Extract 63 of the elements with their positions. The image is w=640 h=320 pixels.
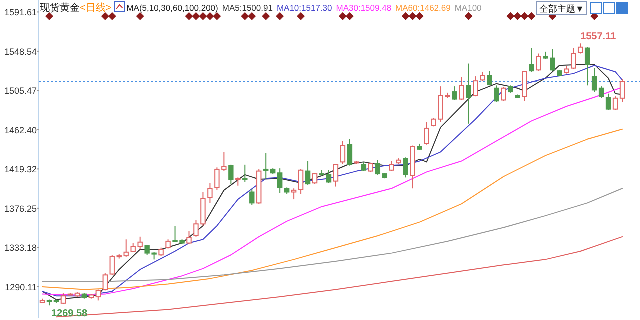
y-tick-label: 1419.32 <box>4 164 37 175</box>
candlestick <box>326 170 332 184</box>
candlestick <box>424 122 430 146</box>
candlestick <box>612 96 618 111</box>
candlestick <box>340 140 346 165</box>
y-tick-label: 1591.61 <box>4 8 37 18</box>
chart-title: 现货黄金 <box>40 2 80 14</box>
candlestick <box>312 172 318 185</box>
candlestick <box>60 292 66 305</box>
candlestick <box>110 254 115 276</box>
candlestick <box>494 85 500 103</box>
candlestick <box>459 76 464 101</box>
candlestick <box>298 168 304 195</box>
y-tick-label: 1290.11 <box>5 282 37 292</box>
candlestick <box>578 43 584 54</box>
chart-subtitle: <日线> <box>80 2 112 14</box>
y-tick-label: 1376.25 <box>4 204 37 214</box>
candlestick <box>592 68 598 93</box>
candlestick <box>606 93 612 111</box>
candlestick <box>208 182 213 204</box>
candlestick <box>124 239 129 258</box>
candlestick <box>452 86 458 101</box>
candlestick <box>250 189 255 206</box>
candlestick <box>228 164 234 185</box>
candlestick <box>264 152 269 180</box>
annotation: 1557.11 <box>580 32 617 43</box>
candlestick <box>466 63 472 124</box>
candlestick <box>620 78 626 103</box>
candlestick <box>242 164 248 183</box>
candlestick <box>487 70 492 86</box>
candlestick <box>361 162 367 172</box>
candlestick <box>277 168 283 194</box>
candlestick <box>291 188 297 200</box>
candlestick <box>166 239 171 250</box>
candlestick <box>473 76 478 98</box>
candlestick <box>305 160 311 186</box>
text: MA5:1500.91 <box>222 3 274 13</box>
text: MA60:1462.69 <box>396 3 452 13</box>
candlestick <box>347 138 353 166</box>
candlestick <box>333 164 339 188</box>
candlestick <box>536 53 542 72</box>
text: MA10:1517.30 <box>276 3 333 13</box>
button: 全部主题▼ <box>536 2 588 16</box>
candlestick <box>186 230 192 245</box>
candlestick <box>584 46 590 86</box>
text: MA100 <box>454 3 482 13</box>
y-tick-label: 1548.54 <box>4 46 37 57</box>
y-tick-label: 1505.47 <box>4 86 37 96</box>
annotation: 全部主题▼ <box>540 4 584 14</box>
candlestick <box>375 160 381 176</box>
candlestick <box>570 48 576 70</box>
text: MA30:1509.48 <box>336 3 392 13</box>
candlestick <box>529 48 534 72</box>
candlestick <box>598 86 604 99</box>
candlestick <box>389 160 394 172</box>
candlestick <box>501 86 506 102</box>
y-tick-label: 1462.40 <box>4 125 37 136</box>
candlestick <box>550 48 556 72</box>
annotation: MA(5,10,30,60,100,200) <box>126 3 219 13</box>
candlestick <box>102 272 108 292</box>
y-tick-label: 1333.18 <box>4 243 37 254</box>
candlestick <box>403 157 408 178</box>
candlestick <box>480 71 486 82</box>
